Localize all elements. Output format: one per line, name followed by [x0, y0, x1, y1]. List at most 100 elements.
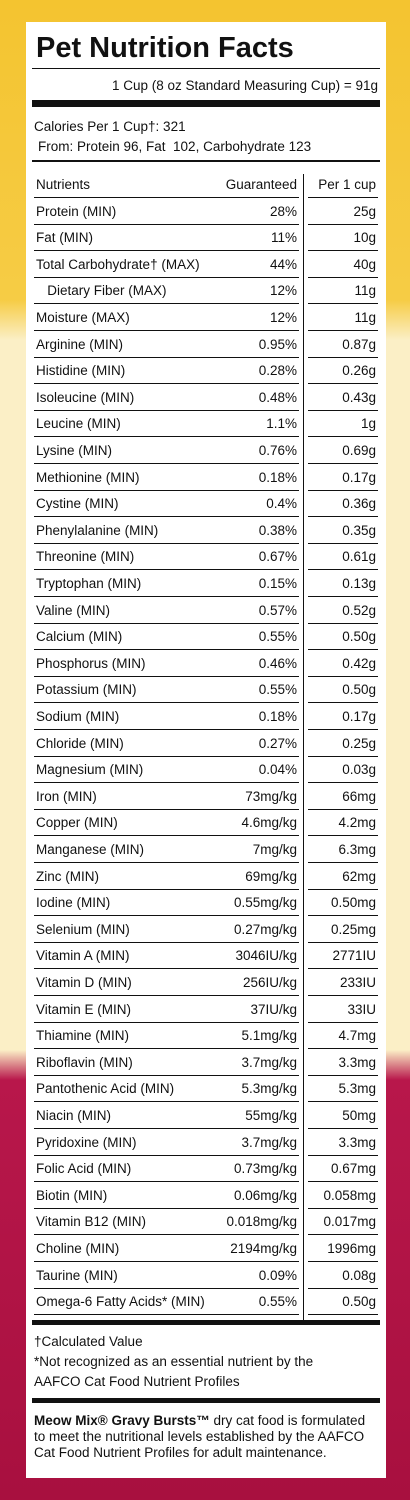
row-name: Arginine (MIN) — [36, 336, 124, 352]
row-rule — [308, 1234, 378, 1236]
row-rule — [308, 330, 378, 331]
row-name: Thiamine (MIN) — [36, 1028, 130, 1044]
row-guaranteed: 2194mg/kg — [230, 1241, 297, 1256]
row-name: Iodine (MIN) — [36, 895, 111, 911]
brand: Meow Mix® Gravy Bursts™ — [34, 1413, 210, 1428]
row-per-cup: 0.08g — [342, 1267, 376, 1283]
row-guaranteed: 4.6mg/kg — [241, 815, 297, 831]
row-rule — [34, 409, 299, 411]
row-per-cup: 0.52g — [342, 602, 376, 618]
row-rule — [34, 489, 299, 491]
row-name: Taurine (MIN) — [36, 1267, 118, 1283]
row-name: Folic Acid (MIN) — [36, 1161, 132, 1177]
row-per-cup: 1996mg — [327, 1241, 376, 1256]
row-name: Zinc (MIN) — [36, 868, 99, 884]
row-rule — [34, 1021, 299, 1023]
row-name: Pantothenic Acid (MIN) — [36, 1081, 175, 1097]
row-name: Omega-6 Fatty Acids* (MIN) — [36, 1294, 205, 1310]
row-name: Valine (MIN) — [36, 602, 111, 618]
header-guaranteed: Guaranteed — [225, 177, 297, 192]
row-name: Protein (MIN) — [36, 203, 117, 219]
row-name: Copper (MIN) — [36, 815, 118, 831]
row-name: Histidine (MIN) — [36, 363, 126, 379]
row-per-cup: 0.61g — [342, 549, 376, 565]
row-guaranteed: 11% — [270, 230, 297, 246]
statement: Meow Mix® Gravy Bursts™ dry cat food is … — [34, 1413, 379, 1461]
row-per-cup: 0.13g — [342, 576, 376, 591]
row-guaranteed: 0.18% — [258, 469, 297, 485]
row-guaranteed: 0.48% — [258, 389, 297, 405]
row-per-cup: 10g — [353, 230, 376, 246]
row-guaranteed: 5.3mg/kg — [241, 1081, 297, 1097]
row-rule — [308, 542, 378, 544]
row-rule — [308, 596, 378, 597]
row-per-cup: 0.03g — [342, 762, 376, 778]
row-rule — [34, 516, 299, 518]
row-rule — [34, 1314, 299, 1316]
row-rule — [308, 1261, 378, 1262]
row-rule — [308, 915, 378, 917]
row-per-cup: 0.42g — [342, 655, 376, 671]
row-guaranteed: 5.1mg/kg — [241, 1028, 297, 1044]
row-rule — [308, 1181, 378, 1183]
row-guaranteed: 0.46% — [258, 655, 297, 671]
row-rule — [308, 569, 378, 571]
row-guaranteed: 0.67% — [258, 549, 297, 565]
row-rule — [308, 1101, 378, 1103]
row-guaranteed: 0.04% — [258, 762, 297, 778]
row-rule — [308, 1048, 378, 1050]
row-name: Chloride (MIN) — [36, 735, 124, 751]
row-name: Biotin (MIN) — [36, 1187, 108, 1203]
row-rule — [34, 755, 299, 757]
row-rule — [34, 1101, 299, 1103]
row-rule — [34, 675, 299, 677]
row-per-cup: 0.50g — [342, 1294, 376, 1310]
row-name: Dietary Fiber (MAX) — [36, 283, 167, 299]
row-per-cup: 0.67mg — [330, 1161, 376, 1177]
row-name: Lysine (MIN) — [36, 443, 113, 458]
calories-from: From: Protein 96, Fat 102, Carbohydrate … — [38, 139, 312, 154]
footnote: AAFCO Cat Food Nutrient Profiles — [34, 1374, 240, 1389]
row-per-cup: 4.2mg — [338, 815, 376, 831]
row-name: Vitamin A (MIN) — [36, 948, 130, 964]
row-name: Fat (MIN) — [36, 230, 93, 246]
row-rule — [308, 622, 378, 624]
row-per-cup: 62mg — [342, 868, 376, 884]
row-rule — [34, 223, 299, 225]
row-name: Niacin (MIN) — [36, 1108, 112, 1123]
row-guaranteed: 0.55% — [258, 1294, 297, 1310]
row-guaranteed: 0.38% — [258, 522, 297, 538]
row-rule — [308, 702, 378, 704]
row-per-cup: 233IU — [339, 975, 376, 990]
row-per-cup: 0.17g — [342, 469, 376, 485]
row-name: Tryptophan (MIN) — [36, 576, 142, 591]
row-rule — [34, 915, 299, 917]
row-per-cup: 11g — [354, 283, 376, 299]
row-rule — [308, 436, 378, 438]
row-name: Vitamin E (MIN) — [36, 1001, 132, 1017]
row-rule — [308, 941, 378, 943]
row-rule — [308, 409, 378, 411]
statement-text: dry cat food is formulated to meet the n… — [34, 1413, 366, 1460]
row-guaranteed: 0.15% — [258, 576, 297, 591]
row-name: Total Carbohydrate† (MAX) — [36, 256, 200, 272]
row-rule — [34, 1128, 299, 1129]
row-rule — [34, 862, 299, 863]
row-per-cup: 0.26g — [342, 363, 376, 379]
row-guaranteed: 37IU/kg — [250, 1001, 297, 1017]
row-guaranteed: 0.55% — [258, 682, 297, 698]
row-rule — [34, 569, 299, 571]
row-per-cup: 0.69g — [342, 443, 376, 458]
row-rule — [34, 1234, 299, 1236]
row-rule — [34, 1074, 299, 1076]
row-rule — [308, 649, 378, 651]
row-per-cup: 0.50g — [342, 629, 376, 645]
row-name: Phosphorus (MIN) — [36, 655, 146, 671]
row-per-cup: 25g — [353, 203, 376, 219]
row-rule — [34, 330, 299, 331]
row-rule — [308, 862, 378, 863]
row-name: Leucine (MIN) — [36, 416, 121, 432]
row-per-cup: 0.50g — [342, 682, 376, 698]
row-name: Vitamin D (MIN) — [36, 975, 132, 990]
